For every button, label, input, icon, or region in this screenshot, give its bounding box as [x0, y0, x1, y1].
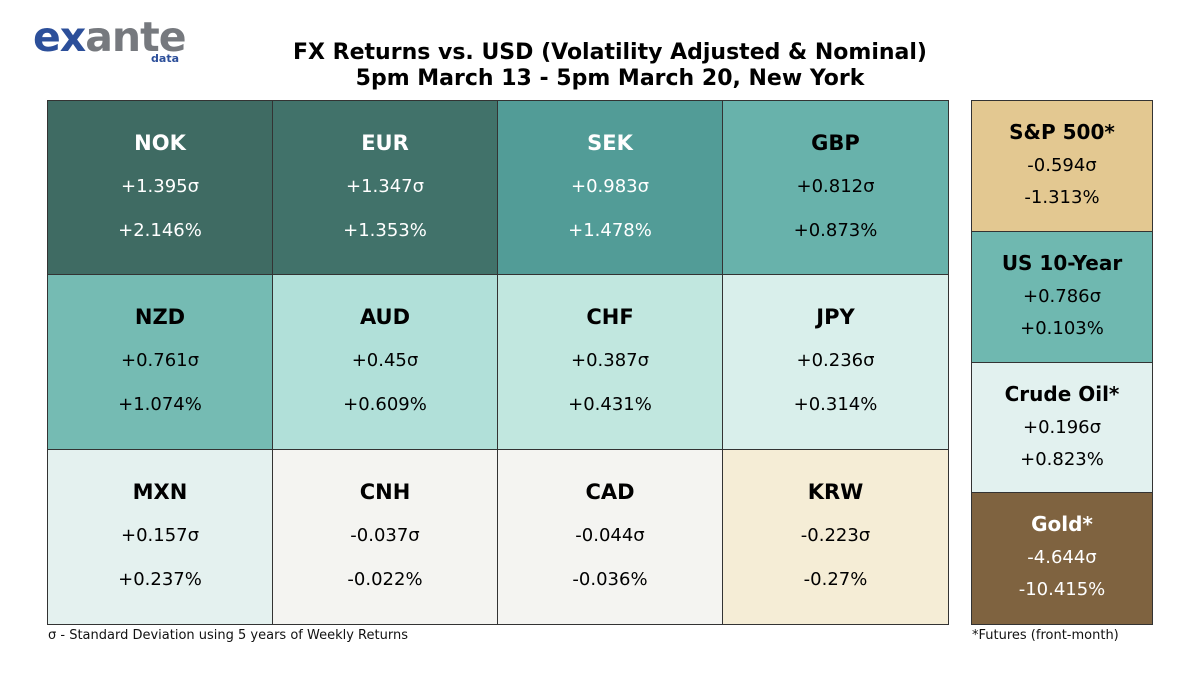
- asset-label: CNH: [359, 479, 411, 504]
- sigma-value: +0.45σ: [351, 350, 419, 372]
- sigma-value: +0.196σ: [1022, 416, 1102, 438]
- sigma-value: +0.786σ: [1022, 285, 1102, 307]
- sigma-value: +0.812σ: [796, 176, 875, 197]
- percent-value: +0.609%: [343, 394, 427, 416]
- percent-value: +0.431%: [568, 394, 652, 416]
- percent-value: +0.237%: [118, 568, 202, 590]
- asset-label: NOK: [134, 131, 186, 155]
- percent-value: +2.146%: [118, 220, 202, 241]
- fx-cell-krw: KRW -0.223σ -0.27%: [723, 449, 948, 624]
- fx-cell-eur: EUR +1.347σ +1.353%: [273, 101, 498, 276]
- fx-cell-jpy: JPY +0.236σ +0.314%: [723, 275, 948, 450]
- asset-cell-crude-oil: Crude Oil* +0.196σ +0.823%: [972, 362, 1152, 494]
- asset-cell-us-10-year: US 10-Year +0.786σ +0.103%: [972, 231, 1152, 363]
- fx-returns-grid: NOK +1.395σ +2.146% EUR +1.347σ +1.353% SEK +0.…: [47, 100, 949, 625]
- percent-value: +0.103%: [1020, 317, 1104, 339]
- sigma-value: +0.983σ: [570, 176, 650, 197]
- asset-label: GBP: [811, 131, 860, 155]
- fx-cell-gbp: GBP +0.812σ +0.873%: [723, 101, 948, 276]
- asset-label: AUD: [359, 305, 411, 330]
- fx-cell-aud: AUD +0.45σ +0.609%: [273, 275, 498, 450]
- sigma-value: +0.761σ: [120, 350, 200, 372]
- percent-value: +0.314%: [793, 394, 878, 416]
- fx-cell-cnh: CNH -0.037σ -0.022%: [273, 449, 498, 624]
- asset-label: NZD: [134, 305, 186, 330]
- asset-label: KRW: [807, 479, 864, 504]
- fx-cell-mxn: MXN +0.157σ +0.237%: [48, 449, 273, 624]
- asset-label: MXN: [132, 479, 188, 504]
- chart-title: FX Returns vs. USD (Volatility Adjusted …: [293, 40, 927, 65]
- asset-label: S&P 500*: [1009, 120, 1115, 144]
- percent-value: -0.036%: [572, 568, 648, 590]
- asset-cell-gold: Gold* -4.644σ -10.415%: [972, 493, 1152, 624]
- asset-label: Crude Oil*: [1004, 381, 1120, 406]
- percent-value: +1.353%: [343, 220, 427, 241]
- sigma-value: -0.223σ: [800, 524, 871, 546]
- sigma-value: -0.037σ: [350, 524, 420, 546]
- asset-label: CHF: [586, 305, 634, 330]
- percent-value: +1.478%: [568, 220, 652, 241]
- sigma-value: -4.644σ: [1027, 547, 1097, 569]
- percent-value: +0.823%: [1020, 448, 1104, 470]
- fx-cell-nzd: NZD +0.761σ +1.074%: [48, 275, 273, 450]
- logo-subtext: data: [151, 52, 179, 65]
- asset-cell-s-p-500: S&P 500* -0.594σ -1.313%: [972, 101, 1152, 232]
- percent-value: -0.022%: [347, 568, 423, 590]
- sigma-value: +0.387σ: [570, 350, 650, 372]
- percent-value: -10.415%: [1018, 579, 1106, 601]
- sigma-value: +1.347σ: [345, 176, 425, 197]
- asset-label: EUR: [361, 131, 409, 155]
- fx-cell-nok: NOK +1.395σ +2.146%: [48, 101, 273, 276]
- asset-label: CAD: [585, 479, 635, 504]
- exante-logo: exante data: [33, 13, 187, 66]
- percent-value: -1.313%: [1024, 187, 1100, 208]
- asset-label: SEK: [587, 131, 633, 155]
- sigma-footnote: σ - Standard Deviation using 5 years of …: [48, 628, 408, 643]
- asset-label: Gold*: [1031, 512, 1093, 537]
- chart-subtitle: 5pm March 13 - 5pm March 20, New York: [355, 66, 865, 91]
- futures-footnote: *Futures (front-month): [972, 628, 1119, 643]
- other-assets-column: S&P 500* -0.594σ -1.313% US 10-Year +0.786σ +…: [971, 100, 1153, 625]
- logo-text-blue: ex: [33, 13, 86, 61]
- logo-text-grey: ante: [85, 13, 186, 61]
- percent-value: -0.27%: [803, 568, 868, 590]
- fx-cell-chf: CHF +0.387σ +0.431%: [498, 275, 723, 450]
- sigma-value: -0.044σ: [575, 524, 645, 546]
- asset-label: US 10-Year: [1001, 250, 1123, 275]
- asset-label: JPY: [816, 305, 855, 330]
- sigma-value: -0.594σ: [1027, 155, 1097, 176]
- sigma-value: +1.395σ: [120, 176, 200, 197]
- sigma-value: +0.157σ: [120, 524, 200, 546]
- percent-value: +1.074%: [118, 394, 202, 416]
- percent-value: +0.873%: [793, 220, 878, 241]
- fx-cell-cad: CAD -0.044σ -0.036%: [498, 449, 723, 624]
- sigma-value: +0.236σ: [796, 350, 875, 372]
- fx-cell-sek: SEK +0.983σ +1.478%: [498, 101, 723, 276]
- logo-wordmark: exante: [33, 13, 187, 61]
